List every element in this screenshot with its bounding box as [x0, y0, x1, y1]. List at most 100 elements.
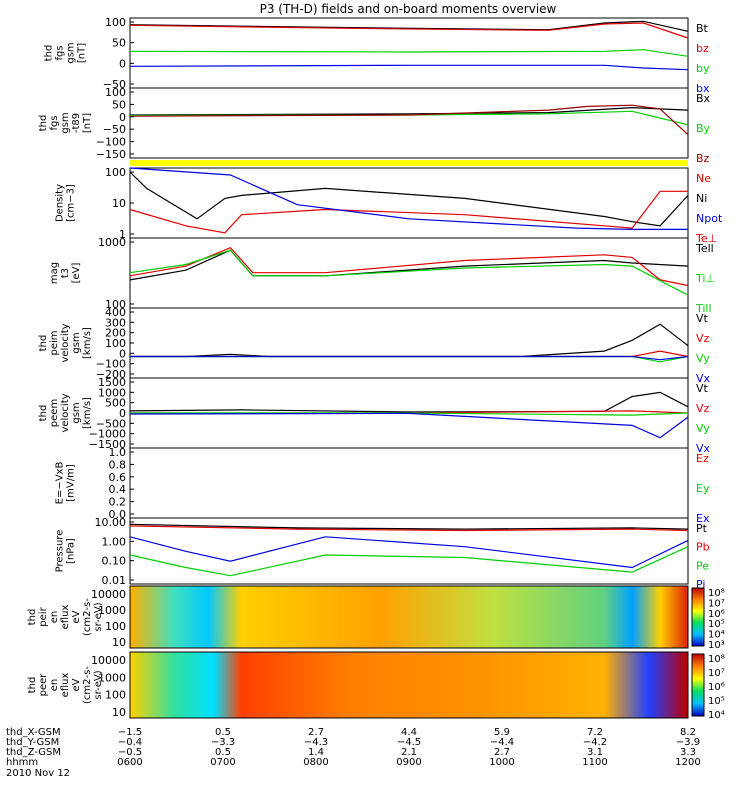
- x-axis-ephemeris: thd_X-GSM −1.5 0.5 2.7 4.4 5.9 7.2 8.2 thd_Y-GSM…: [6, 727, 701, 779]
- colorbar-tick-label: 10⁶: [708, 682, 725, 693]
- panel-frame: [129, 237, 689, 309]
- panel-pressure: 10.00 1.00 0.10 0.01 Pressure [nPa] Pt Pb Pe Pi: [55, 516, 710, 591]
- legend-label: Ni: [696, 192, 707, 205]
- y-axis-label: thd: [38, 115, 49, 132]
- legend-label: Ne: [696, 172, 711, 185]
- y-tick-label: 100: [105, 298, 126, 311]
- y-tick-label: 100: [105, 337, 126, 350]
- series-line-red: [129, 525, 689, 532]
- ephemeris-value: −0.4: [118, 737, 142, 748]
- y-tick-label: 100: [105, 689, 126, 702]
- y-axis-label: [nT]: [77, 43, 88, 63]
- y-tick-label: −200: [96, 368, 126, 381]
- y-tick-label: 0.8: [109, 458, 127, 471]
- legend-label: Vx: [696, 442, 711, 455]
- y-tick-label: 500: [105, 397, 126, 410]
- colorbar-tick-label: 10⁴: [708, 630, 725, 641]
- yellow-status-bar: [130, 160, 688, 166]
- ephemeris-value: 5.9: [494, 727, 510, 738]
- ephemeris-value: −4.2: [583, 737, 607, 748]
- ephemeris-value: −3.9: [676, 737, 700, 748]
- panel-frame: [129, 87, 689, 159]
- legend-label: by: [696, 62, 710, 75]
- y-axis-label: peem: [49, 399, 60, 427]
- y-axis-label: thd: [27, 677, 38, 694]
- y-tick-label: −100: [96, 136, 126, 149]
- y-tick-label: 100: [105, 166, 126, 179]
- series-line-black: [129, 106, 689, 116]
- y-tick-label: 10: [112, 197, 126, 210]
- panel-fgs_gsm: 100 50 0 −50 thd fgs gsm [nT] Bt bz by bx: [44, 16, 710, 95]
- ephemeris-value: 7.2: [587, 727, 603, 738]
- panel-density: 100 10 1 Density [cm−3] Ne Ni Npot Te⊥: [55, 166, 723, 245]
- series-line-red: [129, 190, 688, 234]
- ephemeris-value: 0600: [117, 757, 142, 768]
- y-tick-label: 0: [119, 111, 126, 124]
- y-axis-label: thd: [44, 45, 55, 62]
- y-tick-label: 1: [119, 228, 126, 241]
- ephemeris-value: 0.5: [215, 727, 231, 738]
- series-line-blue: [129, 412, 689, 439]
- ephemeris-value: −4.3: [304, 737, 328, 748]
- spectrogram-image: [130, 586, 688, 648]
- panel-yellow_bar: [130, 160, 688, 166]
- panel-frame: [129, 167, 689, 239]
- ephemeris-value: −0.5: [118, 747, 142, 758]
- colorbar-tick-label: 10⁷: [708, 598, 725, 609]
- ephemeris-value: 2.1: [401, 747, 417, 758]
- legend-label: Vy: [696, 352, 710, 365]
- ephemeris-value: 2.7: [494, 747, 510, 758]
- y-axis-label: Density: [55, 184, 66, 222]
- legend-label: Vz: [696, 332, 710, 345]
- y-axis-label: [km/s]: [82, 397, 93, 429]
- y-tick-label: 1000: [98, 604, 126, 617]
- y-axis-label: sr-eV): [93, 670, 104, 699]
- series-line-green: [129, 49, 689, 57]
- series-line-black: [129, 171, 689, 227]
- y-axis-label: [km/s]: [82, 327, 93, 359]
- y-axis-label: eV: [71, 610, 82, 623]
- colorbar-tick-label: 10⁷: [708, 668, 725, 679]
- colorbar: 10⁸ 10⁷ 10⁶ 10⁵ 10⁴: [691, 653, 725, 721]
- y-tick-label: 0.4: [109, 483, 127, 496]
- legend-label: bx: [696, 82, 710, 95]
- y-axis-label: (cm2-s-: [82, 598, 93, 636]
- ephemeris-value: 2.7: [308, 727, 324, 738]
- panel-efield: 1.00.80.60.40.20.0 E=−VxB [mV/m] Ez Ey Ex: [55, 446, 710, 525]
- ephemeris-value: −3.3: [211, 737, 235, 748]
- y-axis-label: en: [49, 611, 60, 624]
- series-line-darkred: [129, 104, 689, 136]
- series-line-blue: [129, 64, 689, 71]
- panel-frame: [129, 447, 689, 519]
- y-axis-label: [nT]: [82, 113, 93, 133]
- date-label: 2010 Nov 12: [6, 768, 70, 779]
- y-tick-label: 50: [112, 98, 126, 111]
- legend-label: Vt: [696, 382, 709, 395]
- ephemeris-value: 0700: [210, 757, 235, 768]
- y-tick-label: 50: [112, 37, 126, 50]
- y-tick-label: 100: [105, 86, 126, 99]
- y-tick-label: −1000: [89, 428, 126, 441]
- series-line-green: [129, 249, 689, 296]
- ephemeris-row-label: thd_Z-GSM: [6, 747, 61, 758]
- legend-label: Vy: [696, 422, 710, 435]
- y-axis-label: gsm: [71, 332, 82, 353]
- legend-label: Till: [695, 302, 712, 315]
- ephemeris-value: −4.4: [490, 737, 514, 748]
- legend-label: Pe: [696, 559, 709, 572]
- y-axis-label: eflux: [60, 605, 71, 630]
- legend-label: Vz: [696, 402, 710, 415]
- series-line-green: [130, 355, 689, 363]
- y-tick-label: 0: [119, 347, 126, 360]
- y-axis-label: gsm: [66, 42, 77, 63]
- y-tick-label: 10.00: [95, 516, 127, 529]
- y-tick-label: 10: [112, 706, 126, 719]
- ephemeris-value: 1000: [489, 757, 514, 768]
- y-tick-label: 100: [105, 620, 126, 633]
- legend-label: Ey: [696, 482, 710, 495]
- legend-label: Bz: [696, 152, 710, 165]
